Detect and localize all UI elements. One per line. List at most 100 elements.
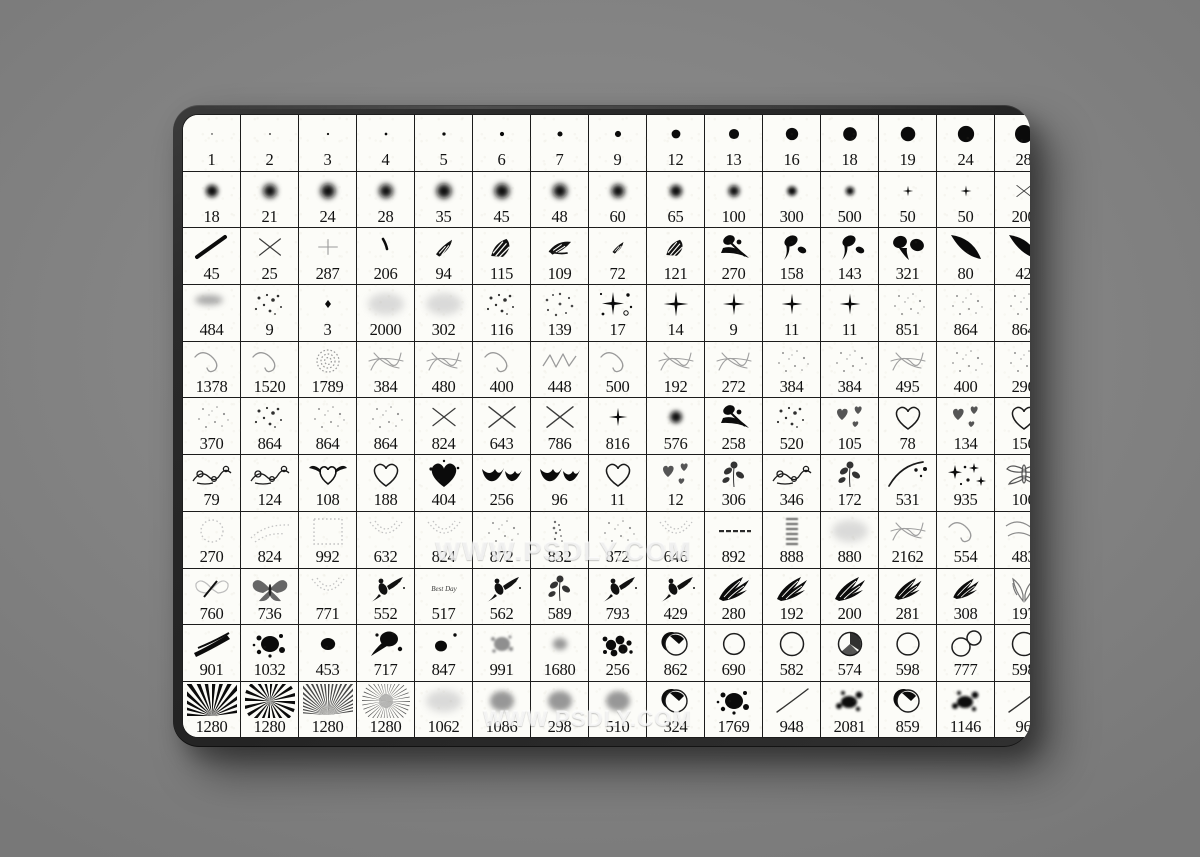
brush-preset-cell[interactable]: 562 — [473, 568, 531, 626]
brush-preset-cell[interactable]: 400 — [473, 341, 531, 399]
brush-preset-cell[interactable]: 45 — [183, 228, 241, 286]
brush-preset-cell[interactable]: 324 — [647, 681, 705, 737]
brush-preset-cell[interactable]: 598 — [879, 625, 937, 682]
brush-preset-cell[interactable]: 453 — [299, 625, 357, 682]
brush-preset-cell[interactable]: 258 — [705, 398, 763, 456]
brush-preset-cell[interactable]: 483 — [995, 511, 1030, 569]
brush-preset-cell[interactable]: 60 — [589, 171, 647, 229]
brush-preset-cell[interactable]: 16 — [763, 115, 821, 172]
brush-preset-cell[interactable]: 7 — [531, 115, 589, 172]
brush-preset-cell[interactable]: 192 — [647, 341, 705, 399]
brush-preset-cell[interactable]: 1146 — [937, 681, 995, 737]
brush-preset-cell[interactable]: 13 — [705, 115, 763, 172]
brush-preset-cell[interactable]: 552 — [357, 568, 415, 626]
brush-preset-cell[interactable]: 531 — [879, 455, 937, 512]
brush-preset-cell[interactable]: 3 — [299, 115, 357, 172]
brush-preset-cell[interactable]: 172 — [821, 455, 879, 512]
brush-preset-cell[interactable]: 14 — [647, 285, 705, 342]
brush-preset-cell[interactable]: 576 — [647, 398, 705, 456]
brush-preset-cell[interactable]: 124 — [241, 455, 299, 512]
brush-preset-cell[interactable]: 429 — [647, 568, 705, 626]
brush-preset-cell[interactable]: 306 — [705, 455, 763, 512]
brush-preset-cell[interactable]: 256 — [589, 625, 647, 682]
brush-preset-cell[interactable]: 384 — [763, 341, 821, 399]
brush-preset-cell[interactable]: 862 — [647, 625, 705, 682]
brush-preset-cell[interactable]: 400 — [937, 341, 995, 399]
brush-preset-cell[interactable]: 115 — [473, 228, 531, 286]
brush-preset-cell[interactable]: 892 — [705, 511, 763, 569]
brush-preset-cell[interactable]: 96 — [531, 455, 589, 512]
brush-preset-cell[interactable]: 270 — [705, 228, 763, 286]
brush-preset-cell[interactable]: 11 — [763, 285, 821, 342]
brush-preset-cell[interactable]: 824 — [241, 511, 299, 569]
brush-preset-cell[interactable]: 598 — [995, 625, 1030, 682]
brush-preset-cell[interactable]: 760 — [183, 568, 241, 626]
brush-preset-cell[interactable]: 24 — [299, 171, 357, 229]
brush-preset-cell[interactable]: 50 — [937, 171, 995, 229]
brush-preset-cell[interactable]: 78 — [879, 398, 937, 456]
brush-preset-cell[interactable]: 935 — [937, 455, 995, 512]
brush-preset-cell[interactable]: 582 — [763, 625, 821, 682]
brush-preset-cell[interactable]: 646 — [647, 511, 705, 569]
brush-preset-cell[interactable]: 280 — [705, 568, 763, 626]
brush-preset-cell[interactable]: 1280 — [357, 681, 415, 737]
brush-preset-cell[interactable]: 690 — [705, 625, 763, 682]
brush-preset-cell[interactable]: 4 — [357, 115, 415, 172]
brush-preset-cell[interactable]: 2000 — [357, 285, 415, 342]
brush-preset-cell[interactable]: 832 — [531, 511, 589, 569]
brush-preset-cell[interactable]: 192 — [763, 568, 821, 626]
brush-preset-cell[interactable]: 1520 — [241, 341, 299, 399]
brush-preset-cell[interactable]: 139 — [531, 285, 589, 342]
brush-preset-cell[interactable]: 1086 — [473, 681, 531, 737]
brush-preset-cell[interactable]: 864 — [357, 398, 415, 456]
brush-preset-cell[interactable]: 25 — [241, 228, 299, 286]
brush-preset-cell[interactable]: 574 — [821, 625, 879, 682]
brush-preset-cell[interactable]: 197 — [995, 568, 1030, 626]
brush-preset-cell[interactable]: 901 — [183, 625, 241, 682]
brush-preset-cell[interactable]: 11 — [589, 455, 647, 512]
brush-preset-cell[interactable]: 2081 — [821, 681, 879, 737]
brush-preset-cell[interactable]: 65 — [647, 171, 705, 229]
brush-preset-cell[interactable]: 35 — [415, 171, 473, 229]
brush-preset-cell[interactable]: 105 — [821, 398, 879, 456]
brush-preset-cell[interactable]: 793 — [589, 568, 647, 626]
brush-preset-cell[interactable]: 287 — [299, 228, 357, 286]
brush-preset-cell[interactable]: 992 — [299, 511, 357, 569]
brush-preset-cell[interactable]: 717 — [357, 625, 415, 682]
brush-preset-cell[interactable]: 864 — [937, 285, 995, 342]
brush-preset-cell[interactable]: 1280 — [241, 681, 299, 737]
brush-preset-cell[interactable]: 134 — [937, 398, 995, 456]
brush-preset-cell[interactable]: 188 — [357, 455, 415, 512]
brush-preset-cell[interactable]: 1062 — [415, 681, 473, 737]
brush-preset-cell[interactable]: 116 — [473, 285, 531, 342]
brush-preset-cell[interactable]: 200 — [995, 171, 1030, 229]
brush-preset-cell[interactable]: 632 — [357, 511, 415, 569]
brush-preset-cell[interactable]: 121 — [647, 228, 705, 286]
brush-preset-cell[interactable]: 851 — [879, 285, 937, 342]
brush-preset-cell[interactable]: 100 — [705, 171, 763, 229]
brush-preset-cell[interactable]: 42 — [995, 228, 1030, 286]
brush-preset-cell[interactable]: 771 — [299, 568, 357, 626]
brush-preset-cell[interactable]: 880 — [821, 511, 879, 569]
brush-grid[interactable]: 1 2 3 4 5 6 7 9 12 13 16 18 19 24 28 18 21 24 28 35 45 48 60 65… — [183, 115, 1030, 737]
brush-preset-cell[interactable]: 1378 — [183, 341, 241, 399]
brush-preset-cell[interactable]: 500 — [821, 171, 879, 229]
brush-preset-cell[interactable]: 1280 — [183, 681, 241, 737]
brush-preset-cell[interactable]: 1680 — [531, 625, 589, 682]
brush-preset-cell[interactable]: 991 — [473, 625, 531, 682]
brush-preset-cell[interactable]: 1032 — [241, 625, 299, 682]
brush-preset-cell[interactable]: 94 — [415, 228, 473, 286]
brush-preset-cell[interactable]: 9 — [589, 115, 647, 172]
brush-preset-cell[interactable]: 500 — [589, 341, 647, 399]
brush-preset-cell[interactable]: 484 — [183, 285, 241, 342]
brush-preset-cell[interactable]: 28 — [357, 171, 415, 229]
brush-preset-cell[interactable]: Best Day 517 — [415, 568, 473, 626]
brush-preset-cell[interactable]: 777 — [937, 625, 995, 682]
brush-preset-cell[interactable]: 72 — [589, 228, 647, 286]
brush-preset-cell[interactable]: 108 — [299, 455, 357, 512]
brush-preset-cell[interactable]: 872 — [589, 511, 647, 569]
brush-preset-cell[interactable]: 296 — [995, 341, 1030, 399]
brush-preset-cell[interactable]: 272 — [705, 341, 763, 399]
brush-preset-cell[interactable]: 300 — [763, 171, 821, 229]
brush-preset-cell[interactable]: 786 — [531, 398, 589, 456]
